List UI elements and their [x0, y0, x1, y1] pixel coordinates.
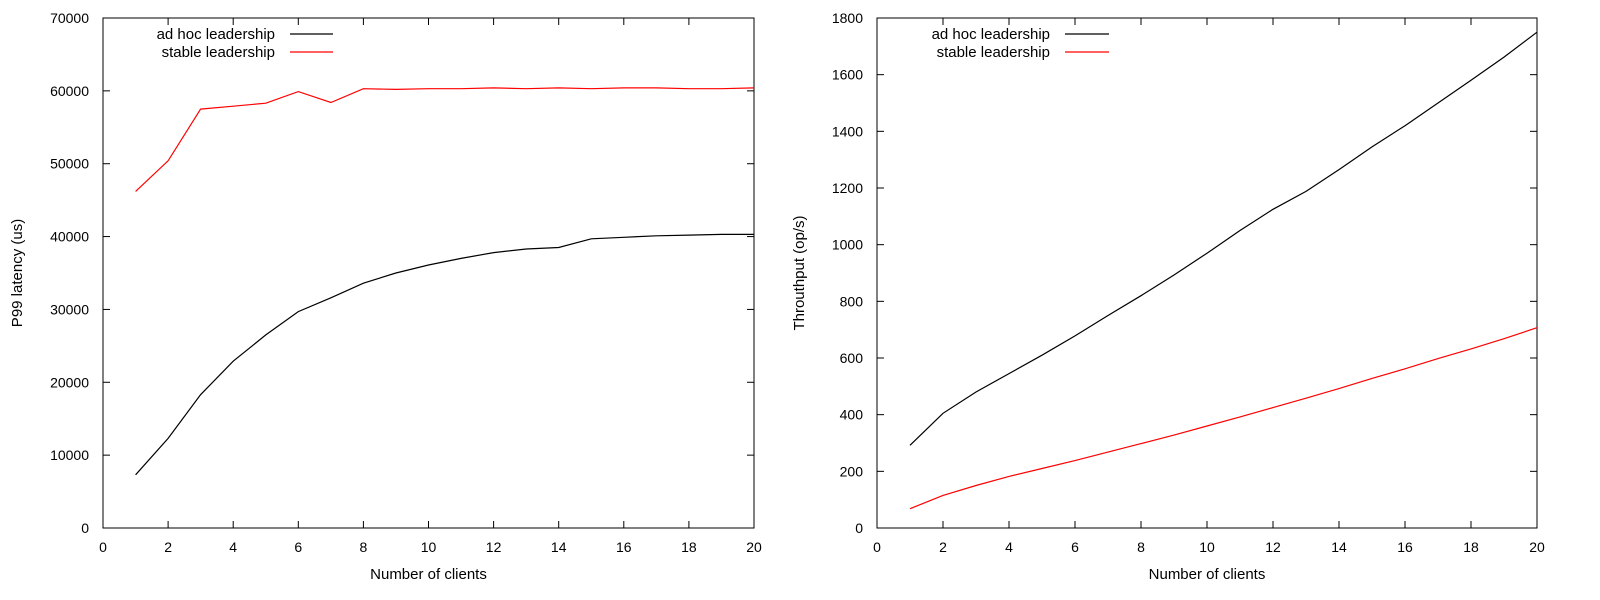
- y-tick-label: 0: [855, 520, 863, 536]
- legend-label: ad hoc leadership: [157, 26, 275, 43]
- x-tick-label: 14: [551, 539, 567, 555]
- y-tick-label: 600: [840, 350, 864, 366]
- y-tick-label: 70000: [50, 10, 89, 26]
- x-tick-label: 4: [1005, 539, 1013, 555]
- y-tick-label: 1600: [832, 67, 863, 83]
- plot-frame: [102, 17, 755, 529]
- x-tick-label: 10: [1199, 539, 1215, 555]
- x-tick-label: 20: [746, 539, 762, 555]
- legend-label: ad hoc leadership: [932, 26, 1050, 43]
- y-tick-label: 200: [840, 463, 864, 479]
- x-tick-label: 10: [421, 539, 437, 555]
- x-tick-label: 14: [1331, 539, 1347, 555]
- series-line-ad-hoc: [135, 233, 754, 476]
- x-tick-label: 12: [1265, 539, 1281, 555]
- y-tick-label: 400: [840, 407, 864, 423]
- x-tick-label: 6: [1071, 539, 1079, 555]
- x-tick-label: 16: [1397, 539, 1413, 555]
- x-tick-label: 8: [1137, 539, 1145, 555]
- legend-label: stable leadership: [937, 44, 1050, 61]
- x-tick-label: 0: [873, 539, 881, 555]
- y-tick-label: 60000: [50, 83, 89, 99]
- y-axis-title: Throuthput (op/s): [791, 215, 808, 330]
- y-tick-label: 1000: [832, 237, 863, 253]
- x-axis-title: Number of clients: [1149, 566, 1266, 583]
- throughput-chart: 0 2 4 6 8 10 12 14 16 18 2002004006008001000120014…: [791, 10, 1545, 583]
- y-tick-label: 10000: [50, 447, 89, 463]
- series-line-stable: [135, 87, 755, 192]
- y-tick-label: 40000: [50, 229, 89, 245]
- y-tick-label: 0: [81, 520, 89, 536]
- latency-chart: 0 2 4 6 8 10 12 14 16 18 20 0 10000 20000 30000 40000 50…: [9, 10, 762, 583]
- x-tick-label: 4: [229, 539, 237, 555]
- y-tick-label: 50000: [50, 156, 89, 172]
- x-tick-label: 12: [486, 539, 502, 555]
- x-tick-label: 2: [939, 539, 947, 555]
- y-tick-label: 800: [840, 293, 864, 309]
- x-tick-label: 0: [99, 539, 107, 555]
- x-axis-title: Number of clients: [370, 566, 487, 583]
- plot-frame: [876, 17, 1538, 529]
- y-tick-label: 1400: [832, 123, 863, 139]
- legend-label: stable leadership: [162, 44, 275, 61]
- series-line-stable: [909, 327, 1538, 510]
- x-tick-label: 8: [360, 539, 368, 555]
- x-tick-label: 20: [1529, 539, 1545, 555]
- y-tick-label: 1200: [832, 180, 863, 196]
- x-tick-label: 18: [681, 539, 697, 555]
- y-axis-title: P99 latency (us): [9, 219, 26, 327]
- x-tick-label: 6: [294, 539, 302, 555]
- y-tick-label: 30000: [50, 301, 89, 317]
- y-tick-label: 20000: [50, 374, 89, 390]
- series-line-ad-hoc: [909, 31, 1538, 446]
- y-tick-label: 1800: [832, 10, 863, 26]
- x-tick-label: 18: [1463, 539, 1479, 555]
- x-tick-label: 16: [616, 539, 632, 555]
- x-tick-label: 2: [164, 539, 172, 555]
